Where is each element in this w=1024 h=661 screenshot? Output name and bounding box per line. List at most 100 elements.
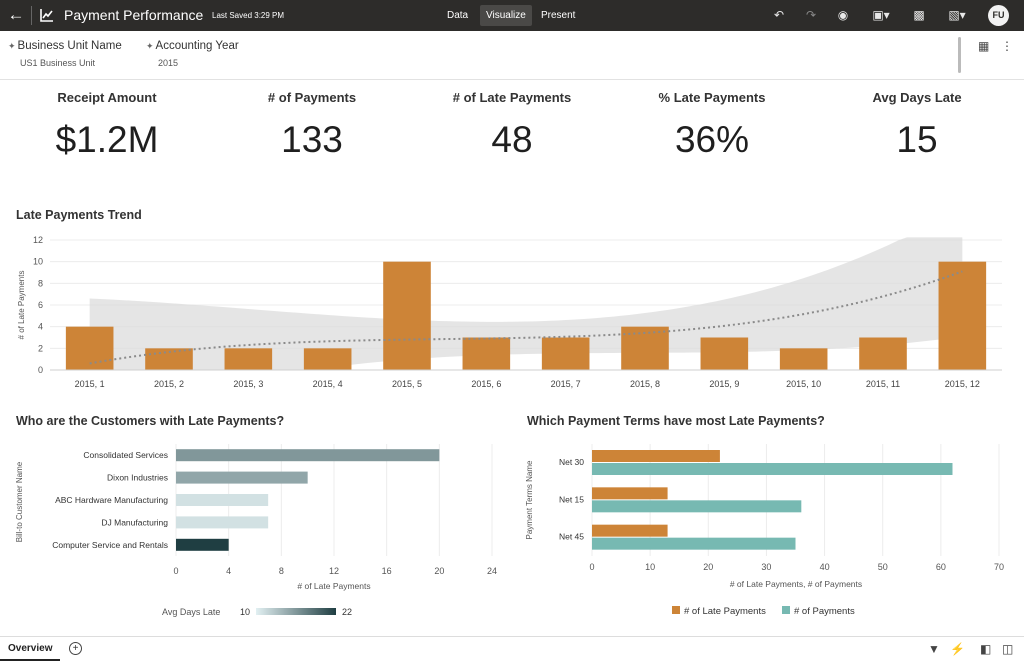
chart-app-icon bbox=[40, 9, 53, 22]
customers-late-payments-chart[interactable]: 0 4 8 12 16 20 24 Consolidated Services Dixon In… bbox=[0, 432, 510, 627]
filter-label: Business Unit Name bbox=[17, 40, 122, 52]
filter-scrollbar[interactable] bbox=[958, 37, 961, 73]
x-tick-label: 24 bbox=[487, 566, 497, 576]
trend-bar bbox=[303, 348, 352, 370]
x-tick-label: 2015, 3 bbox=[233, 379, 263, 389]
filter-toggle-icon[interactable]: ▼ bbox=[928, 642, 940, 656]
x-tick-label: 50 bbox=[878, 562, 888, 572]
x-tick-label: 8 bbox=[279, 566, 284, 576]
filter-settings-icon[interactable]: ▦ bbox=[978, 39, 990, 53]
legend-gradient-bar bbox=[256, 608, 336, 615]
x-tick-label: 0 bbox=[589, 562, 594, 572]
y-tick-label: 4 bbox=[38, 322, 43, 332]
category-label: Consolidated Services bbox=[83, 450, 168, 460]
kpi-label: Receipt Amount bbox=[57, 90, 157, 105]
canvas-tab-bar: Overview + ▼ ⚡ ◧ ◫ bbox=[0, 636, 1024, 661]
kpi-percent-late: % Late Payments 36% bbox=[612, 90, 812, 161]
trend-confidence-band bbox=[89, 237, 963, 370]
tab-overview[interactable]: Overview bbox=[0, 637, 61, 661]
comments-menu-icon[interactable]: ▣▾ bbox=[872, 8, 890, 22]
more-options-icon[interactable]: ⋮ bbox=[1001, 39, 1013, 53]
category-label: Computer Service and Rentals bbox=[52, 540, 168, 550]
x-tick-label: 20 bbox=[434, 566, 444, 576]
filter-value: 2015 bbox=[158, 58, 179, 68]
legend-label: # of Late Payments bbox=[684, 606, 766, 617]
pin-icon: ✦ bbox=[146, 41, 154, 51]
trend-bar bbox=[145, 348, 193, 370]
save-menu-icon[interactable]: ▧▾ bbox=[948, 8, 966, 22]
customers-chart-title: Who are the Customers with Late Payments… bbox=[16, 414, 285, 428]
legend-min: 10 bbox=[240, 607, 250, 617]
kpi-label: # of Payments bbox=[267, 90, 357, 105]
workbook-title: Payment Performance bbox=[64, 7, 204, 23]
toolbar-divider bbox=[31, 6, 32, 25]
redo-icon[interactable]: ↷ bbox=[805, 8, 817, 22]
x-tick-label: 2015, 12 bbox=[945, 379, 980, 389]
category-label: DJ Manufacturing bbox=[101, 517, 168, 527]
filter-accounting-year[interactable]: ✦ Accounting Year 2015 bbox=[146, 40, 239, 68]
trend-bar bbox=[383, 261, 431, 370]
legend-title: Avg Days Late bbox=[162, 607, 220, 617]
auto-apply-icon[interactable]: ⚡ bbox=[950, 642, 965, 656]
customer-bar bbox=[176, 471, 308, 484]
panel-layout-icon[interactable]: ◧ bbox=[980, 642, 992, 656]
payments-bar bbox=[592, 463, 953, 475]
back-arrow-icon[interactable]: ← bbox=[7, 5, 25, 24]
kpi-label: % Late Payments bbox=[658, 90, 766, 105]
x-tick-label: 2015, 6 bbox=[471, 379, 501, 389]
x-tick-label: 4 bbox=[226, 566, 231, 576]
undo-icon[interactable]: ↶ bbox=[773, 8, 785, 22]
trend-bar bbox=[779, 348, 828, 370]
x-tick-label: 60 bbox=[936, 562, 946, 572]
tab-present[interactable]: Present bbox=[541, 10, 576, 21]
x-tick-label: 2015, 2 bbox=[154, 379, 184, 389]
category-label: Net 30 bbox=[559, 457, 584, 467]
payments-bar bbox=[592, 537, 796, 550]
filter-value: US1 Business Unit bbox=[20, 58, 96, 68]
trend-bar bbox=[541, 337, 590, 370]
legend-label: # of Payments bbox=[794, 606, 855, 617]
kpi-label: Avg Days Late bbox=[872, 90, 962, 105]
y-tick-label: 2 bbox=[38, 343, 43, 353]
kpi-value: 133 bbox=[281, 119, 343, 160]
tab-data[interactable]: Data bbox=[447, 10, 469, 21]
preview-icon[interactable]: ▩ bbox=[913, 8, 925, 22]
grammar-panel-icon[interactable]: ◫ bbox=[1002, 642, 1014, 656]
filter-bar: ✦ Business Unit Name US1 Business Unit ✦ A… bbox=[0, 31, 1024, 80]
x-tick-label: 2015, 7 bbox=[551, 379, 581, 389]
add-canvas-icon[interactable]: + bbox=[69, 642, 82, 655]
y-tick-label: 8 bbox=[38, 278, 43, 288]
kpi-value: 36% bbox=[674, 119, 750, 160]
trend-bar bbox=[938, 261, 987, 370]
kpi-label: # of Late Payments bbox=[452, 90, 572, 105]
x-tick-label: 70 bbox=[994, 562, 1004, 572]
y-tick-label: 6 bbox=[38, 300, 43, 310]
legend-swatch bbox=[782, 606, 790, 614]
tab-visualize[interactable]: Visualize bbox=[480, 5, 532, 26]
category-label: Net 45 bbox=[559, 532, 584, 542]
customer-bar bbox=[176, 449, 440, 462]
top-toolbar: ← Payment Performance Last Saved 3:29 PM… bbox=[0, 0, 1024, 31]
category-label: ABC Hardware Manufacturing bbox=[55, 495, 168, 505]
late-payments-bar bbox=[592, 487, 668, 500]
trend-chart-title: Late Payments Trend bbox=[16, 208, 142, 222]
late-payments-trend-chart[interactable]: 0 2 4 6 8 10 12 # of Late Payments 2015, 1 2015, … bbox=[0, 228, 1024, 398]
trend-bar bbox=[859, 337, 907, 370]
y-axis-title: # of Late Payments bbox=[17, 271, 26, 340]
kpi-value: 15 bbox=[896, 119, 938, 160]
kpi-value: $1.2M bbox=[55, 119, 159, 160]
x-tick-label: 2015, 4 bbox=[313, 379, 343, 389]
x-tick-label: 40 bbox=[820, 562, 830, 572]
y-tick-label: 10 bbox=[33, 257, 43, 267]
kpi-number-of-payments: # of Payments 133 bbox=[212, 90, 412, 161]
user-avatar[interactable]: FU bbox=[988, 5, 1009, 26]
payment-terms-chart[interactable]: 0 10 20 30 40 50 60 70 Net 30 Net 15 Net 45 # of La… bbox=[512, 432, 1024, 627]
y-axis-title: Bill-to Customer Name bbox=[15, 461, 24, 542]
refresh-data-icon[interactable]: ◉ bbox=[837, 8, 849, 22]
x-axis-title: # of Late Payments bbox=[297, 581, 370, 591]
y-tick-label: 12 bbox=[33, 235, 43, 245]
filter-business-unit[interactable]: ✦ Business Unit Name US1 Business Unit bbox=[8, 40, 122, 68]
late-payments-bar bbox=[592, 450, 720, 462]
x-tick-label: 20 bbox=[703, 562, 713, 572]
x-tick-label: 12 bbox=[329, 566, 339, 576]
